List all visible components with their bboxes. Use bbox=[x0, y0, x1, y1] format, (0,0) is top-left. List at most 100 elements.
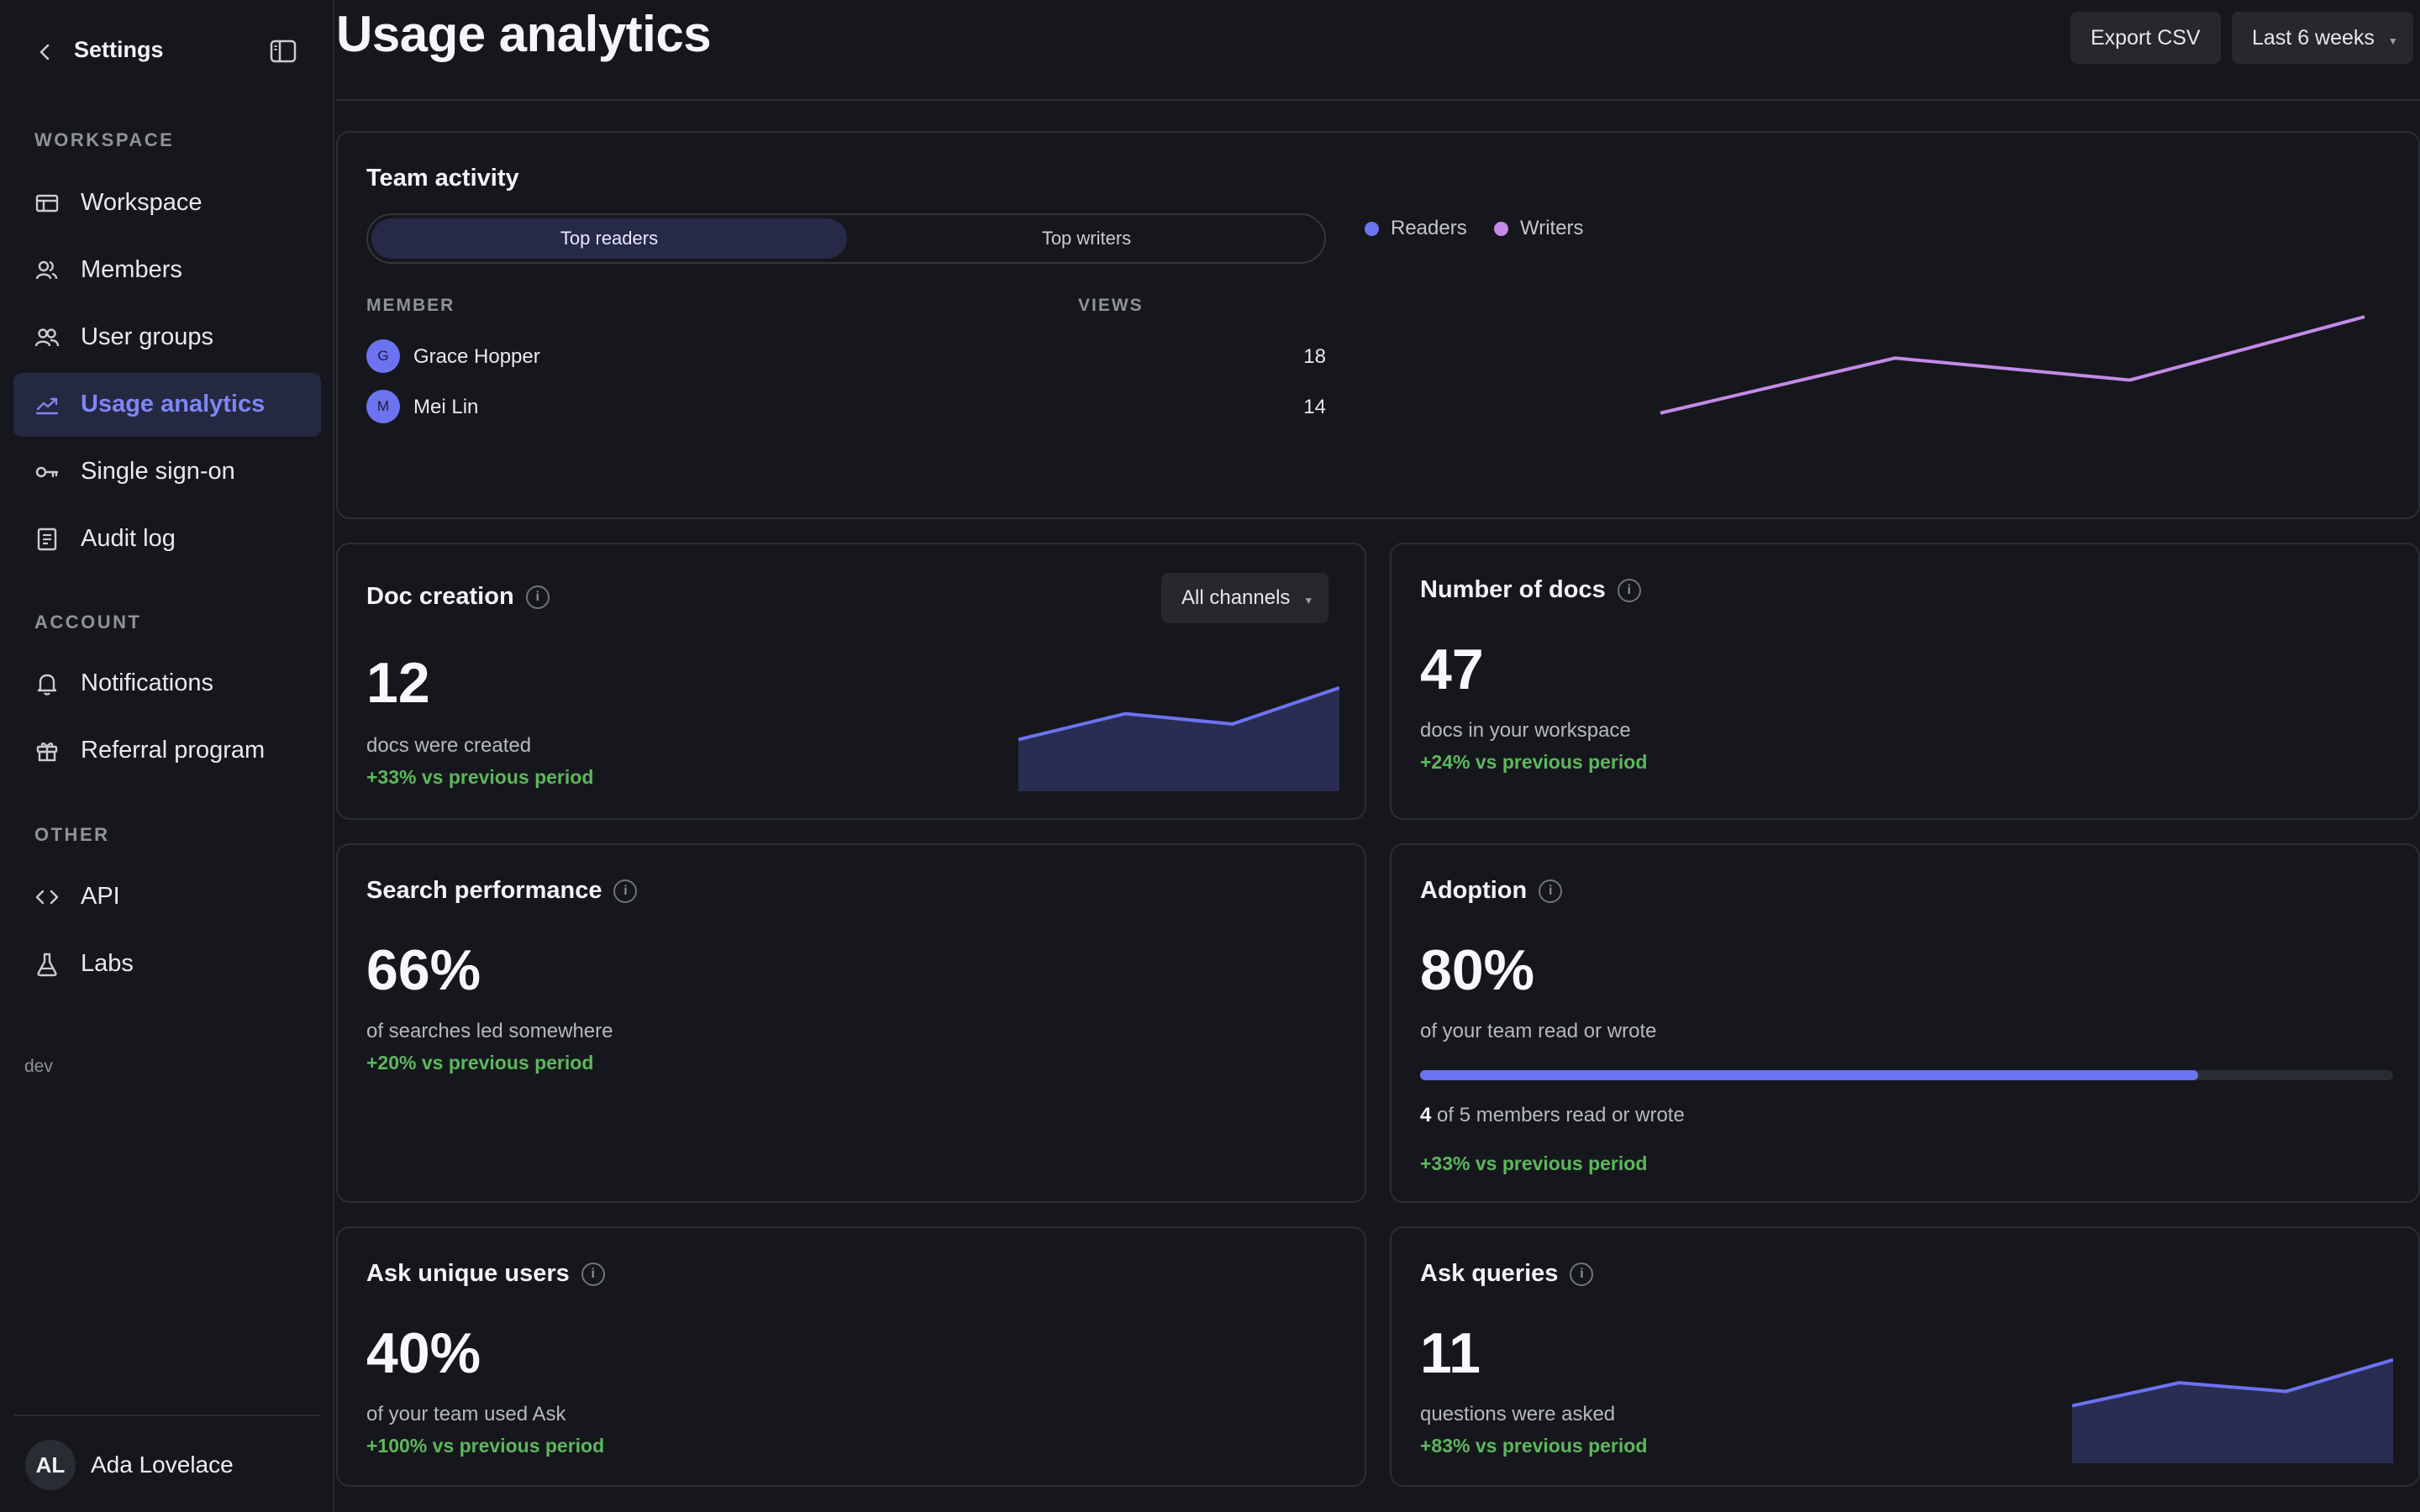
sidebar-item-label: Single sign-on bbox=[81, 458, 235, 485]
card-title-text: Ask unique users bbox=[366, 1260, 570, 1287]
sidebar-item-labs[interactable]: Labs bbox=[13, 932, 321, 996]
card-title-text: Number of docs bbox=[1420, 576, 1606, 603]
card-title: Ask queries i bbox=[1420, 1260, 1594, 1288]
user-groups-icon bbox=[34, 328, 60, 347]
tab-top-readers[interactable]: Top readers bbox=[371, 218, 847, 259]
info-icon[interactable]: i bbox=[1570, 1263, 1594, 1287]
ask-queries-caption: questions were asked bbox=[1420, 1403, 1616, 1425]
sidebar-item-workspace[interactable]: Workspace bbox=[13, 171, 321, 235]
sidebar-header: Settings bbox=[0, 34, 334, 71]
legend-label: Writers bbox=[1520, 217, 1584, 239]
adoption-caption: of your team read or wrote bbox=[1420, 1020, 1657, 1042]
tab-top-writers[interactable]: Top writers bbox=[1041, 228, 1132, 249]
sidebar: Settings WORKSPACE Workspace Members Use… bbox=[0, 0, 334, 1512]
legend-readers: Readers bbox=[1365, 217, 1467, 240]
section-other: OTHER bbox=[34, 824, 110, 845]
sparkline-line bbox=[1018, 685, 1339, 742]
activity-tabs: Top readers Top writers bbox=[366, 213, 1326, 264]
number-of-docs-card: Number of docs i 47 docs in your workspac… bbox=[1390, 543, 2420, 820]
card-title-text: Adoption bbox=[1420, 877, 1528, 904]
sidebar-item-user-groups[interactable]: User groups bbox=[13, 306, 321, 370]
member-name: Mei Lin bbox=[413, 396, 479, 418]
info-icon[interactable]: i bbox=[1617, 579, 1641, 603]
readers-legend-dot bbox=[1365, 222, 1379, 237]
ask-users-delta: +100% vs previous period bbox=[366, 1435, 605, 1457]
code-icon bbox=[35, 890, 59, 905]
sidebar-item-audit-log[interactable]: Audit log bbox=[13, 507, 321, 571]
sidebar-item-label: Notifications bbox=[81, 669, 213, 696]
adoption-members: 4 of 5 members read or wrote bbox=[1420, 1104, 1685, 1127]
writers-legend-dot bbox=[1494, 222, 1508, 237]
members-icon bbox=[35, 260, 58, 280]
doc-creation-card: Doc creation i All channels ▼ 12 docs were… bbox=[336, 543, 1366, 820]
environment-label: dev bbox=[24, 1057, 53, 1076]
sidebar-item-notifications[interactable]: Notifications bbox=[13, 652, 321, 716]
member-avatar: M bbox=[366, 390, 400, 423]
chevron-down-icon: ▼ bbox=[1303, 595, 1314, 606]
sidebar-item-label: API bbox=[81, 883, 120, 910]
date-range-select[interactable]: Last 6 weeks ▼ bbox=[2232, 12, 2413, 64]
avatar: AL bbox=[25, 1440, 76, 1490]
chevron-down-icon: ▼ bbox=[2387, 35, 2398, 47]
ask-queries-sparkline bbox=[2072, 1357, 2393, 1463]
legend-writers: Writers bbox=[1494, 217, 1584, 240]
sparkline-line bbox=[2072, 1357, 2393, 1408]
sidebar-item-usage-analytics[interactable]: Usage analytics bbox=[13, 373, 321, 437]
member-views: 14 bbox=[1303, 396, 1326, 418]
members-count: 4 bbox=[1420, 1104, 1432, 1126]
sidebar-item-referral-program[interactable]: Referral program bbox=[13, 719, 321, 783]
workspace-icon bbox=[35, 194, 59, 213]
channel-filter-select[interactable]: All channels ▼ bbox=[1161, 573, 1329, 623]
column-header-views: VIEWS bbox=[1078, 296, 1144, 315]
doc-creation-caption: docs were created bbox=[366, 734, 532, 757]
ask-queries-delta: +83% vs previous period bbox=[1420, 1435, 1648, 1457]
card-title: Search performance i bbox=[366, 877, 638, 905]
ask-queries-value: 11 bbox=[1420, 1321, 1481, 1385]
table-row[interactable]: G Grace Hopper 18 bbox=[366, 338, 1326, 375]
doc-creation-sparkline bbox=[1018, 685, 1339, 791]
info-icon[interactable]: i bbox=[613, 879, 638, 904]
card-title: Number of docs i bbox=[1420, 576, 1641, 604]
sidebar-item-members[interactable]: Members bbox=[13, 239, 321, 302]
card-title-text: Ask queries bbox=[1420, 1260, 1559, 1287]
doc-creation-value: 12 bbox=[366, 651, 430, 715]
adoption-progress-bar bbox=[1420, 1070, 2393, 1080]
info-icon[interactable]: i bbox=[1539, 879, 1563, 904]
ask-unique-users-card: Ask unique users i 40% of your team used … bbox=[336, 1226, 1366, 1487]
number-of-docs-delta: +24% vs previous period bbox=[1420, 751, 1648, 773]
sparkline-area bbox=[1018, 687, 1339, 791]
search-performance-value: 66% bbox=[366, 938, 481, 1002]
member-name: Grace Hopper bbox=[413, 345, 540, 368]
page-title: Usage analytics bbox=[336, 6, 712, 62]
table-row[interactable]: M Mei Lin 14 bbox=[366, 388, 1326, 425]
number-of-docs-caption: docs in your workspace bbox=[1420, 719, 1631, 742]
sidebar-item-single-sign-on[interactable]: Single sign-on bbox=[13, 440, 321, 504]
key-icon bbox=[35, 466, 59, 478]
main-content: Usage analytics Export CSV Last 6 weeks ▼… bbox=[336, 0, 2420, 1512]
sidebar-item-label: Workspace bbox=[81, 189, 203, 216]
member-avatar: G bbox=[366, 339, 400, 373]
sidebar-toggle-icon[interactable] bbox=[269, 37, 297, 66]
card-title-text: Doc creation bbox=[366, 583, 514, 610]
bell-icon bbox=[37, 674, 57, 696]
chevron-left-icon[interactable] bbox=[34, 40, 57, 64]
card-title: Adoption i bbox=[1420, 877, 1563, 905]
search-performance-delta: +20% vs previous period bbox=[366, 1052, 594, 1074]
ask-users-caption: of your team used Ask bbox=[366, 1403, 566, 1425]
sidebar-item-label: User groups bbox=[81, 323, 213, 350]
section-account: ACCOUNT bbox=[34, 612, 142, 633]
user-menu[interactable]: AL Ada Lovelace bbox=[25, 1440, 311, 1490]
analytics-icon bbox=[35, 397, 59, 415]
document-icon bbox=[37, 528, 57, 551]
export-csv-button[interactable]: Export CSV bbox=[2070, 12, 2221, 64]
date-range-label: Last 6 weeks bbox=[2252, 26, 2375, 50]
info-icon[interactable]: i bbox=[581, 1263, 605, 1287]
sidebar-item-label: Usage analytics bbox=[81, 391, 266, 417]
member-views: 18 bbox=[1303, 345, 1326, 368]
info-icon[interactable]: i bbox=[525, 585, 550, 610]
number-of-docs-value: 47 bbox=[1420, 638, 1484, 701]
column-header-member: MEMBER bbox=[366, 296, 455, 315]
legend-label: Readers bbox=[1391, 217, 1467, 239]
sidebar-item-api[interactable]: API bbox=[13, 865, 321, 929]
